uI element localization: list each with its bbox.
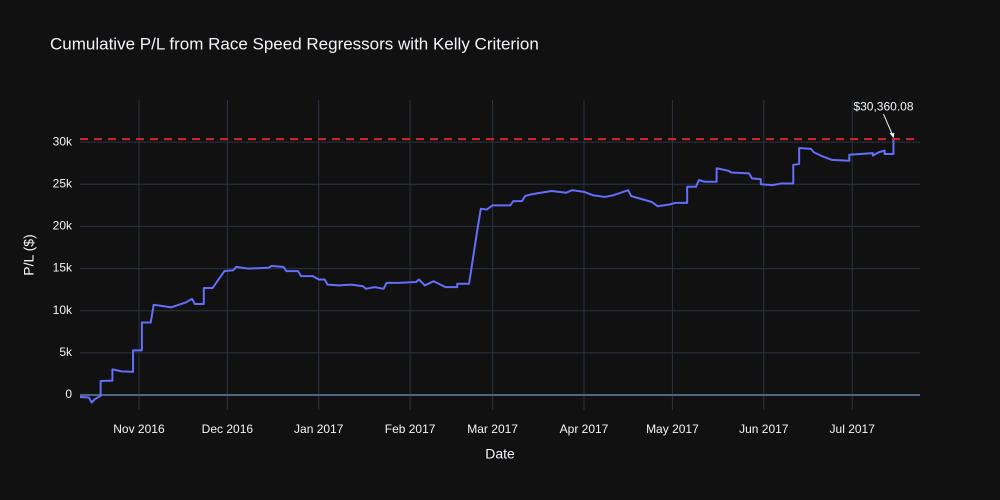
x-axis-title: Date [485, 446, 515, 462]
annotation-arrowhead [889, 133, 895, 139]
x-tick-label: Apr 2017 [560, 422, 609, 436]
x-tick-label: Dec 2016 [202, 422, 254, 436]
y-tick-label: 15k [53, 261, 73, 275]
y-tick-label: 20k [53, 219, 73, 233]
y-tick-label: 25k [53, 176, 73, 190]
y-tick-label: 0 [65, 387, 72, 401]
x-tick-label: May 2017 [646, 422, 699, 436]
annotation: $30,360.08 [853, 99, 913, 113]
chart-title: Cumulative P/L from Race Speed Regressor… [50, 34, 539, 53]
line [79, 139, 895, 404]
y-tick-label: 10k [53, 303, 73, 317]
y-tick-label: 30k [53, 134, 73, 148]
x-tick-label: Jun 2017 [739, 422, 789, 436]
x-tick-label: Jan 2017 [294, 422, 344, 436]
x-tick-label: Jul 2017 [830, 422, 876, 436]
x-tick-label: Mar 2017 [467, 422, 518, 436]
x-tick-label: Feb 2017 [385, 422, 436, 436]
y-tick-label: 5k [59, 345, 73, 359]
x-tick-label: Nov 2016 [113, 422, 165, 436]
y-axis-title: P/L ($) [21, 234, 37, 276]
